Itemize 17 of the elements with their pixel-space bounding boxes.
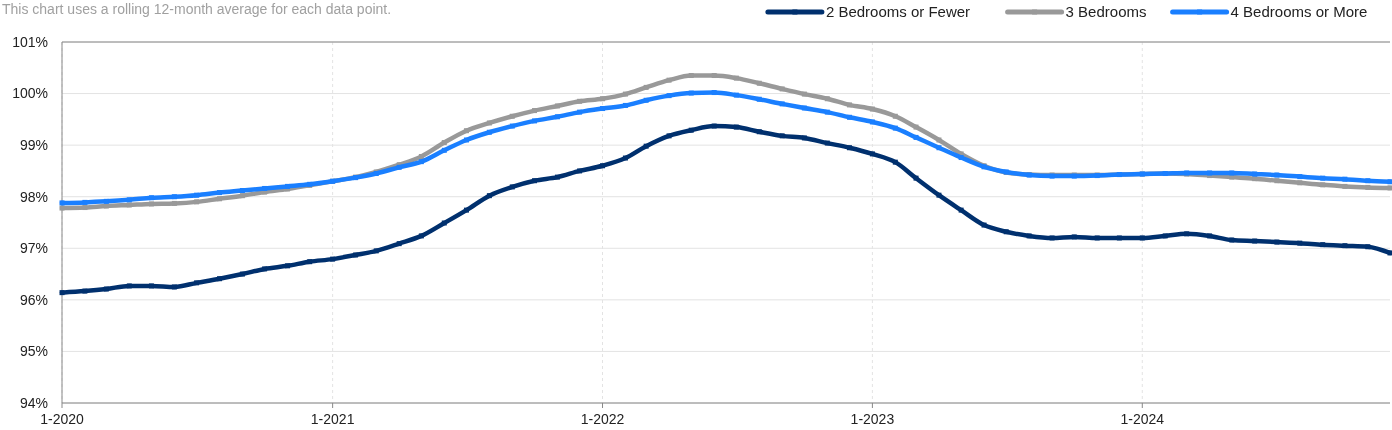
y-tick-label: 98% bbox=[19, 188, 48, 205]
chart-subtitle: This chart uses a rolling 12-month average for each data point. bbox=[2, 1, 392, 17]
x-tick-label: 1-2023 bbox=[850, 411, 895, 427]
x-tick-label: 1-2024 bbox=[1120, 411, 1165, 427]
y-tick-label: 97% bbox=[19, 240, 48, 257]
y-tick-label: 100% bbox=[12, 85, 48, 102]
x-tick-label: 1-2022 bbox=[580, 411, 625, 427]
y-tick-label: 99% bbox=[19, 137, 48, 154]
x-tick-label: 1-2020 bbox=[40, 411, 85, 427]
y-tick-label: 95% bbox=[19, 343, 48, 360]
legend-label: 4 Bedrooms or More bbox=[1230, 3, 1368, 20]
x-tick-label: 1-2021 bbox=[310, 411, 355, 427]
y-tick-label: 94% bbox=[19, 394, 48, 411]
legend-label: 3 Bedrooms bbox=[1065, 3, 1147, 20]
y-tick-label: 96% bbox=[19, 291, 48, 308]
legend-label: 2 Bedrooms or Fewer bbox=[825, 3, 971, 20]
y-tick-label: 101% bbox=[12, 33, 48, 50]
